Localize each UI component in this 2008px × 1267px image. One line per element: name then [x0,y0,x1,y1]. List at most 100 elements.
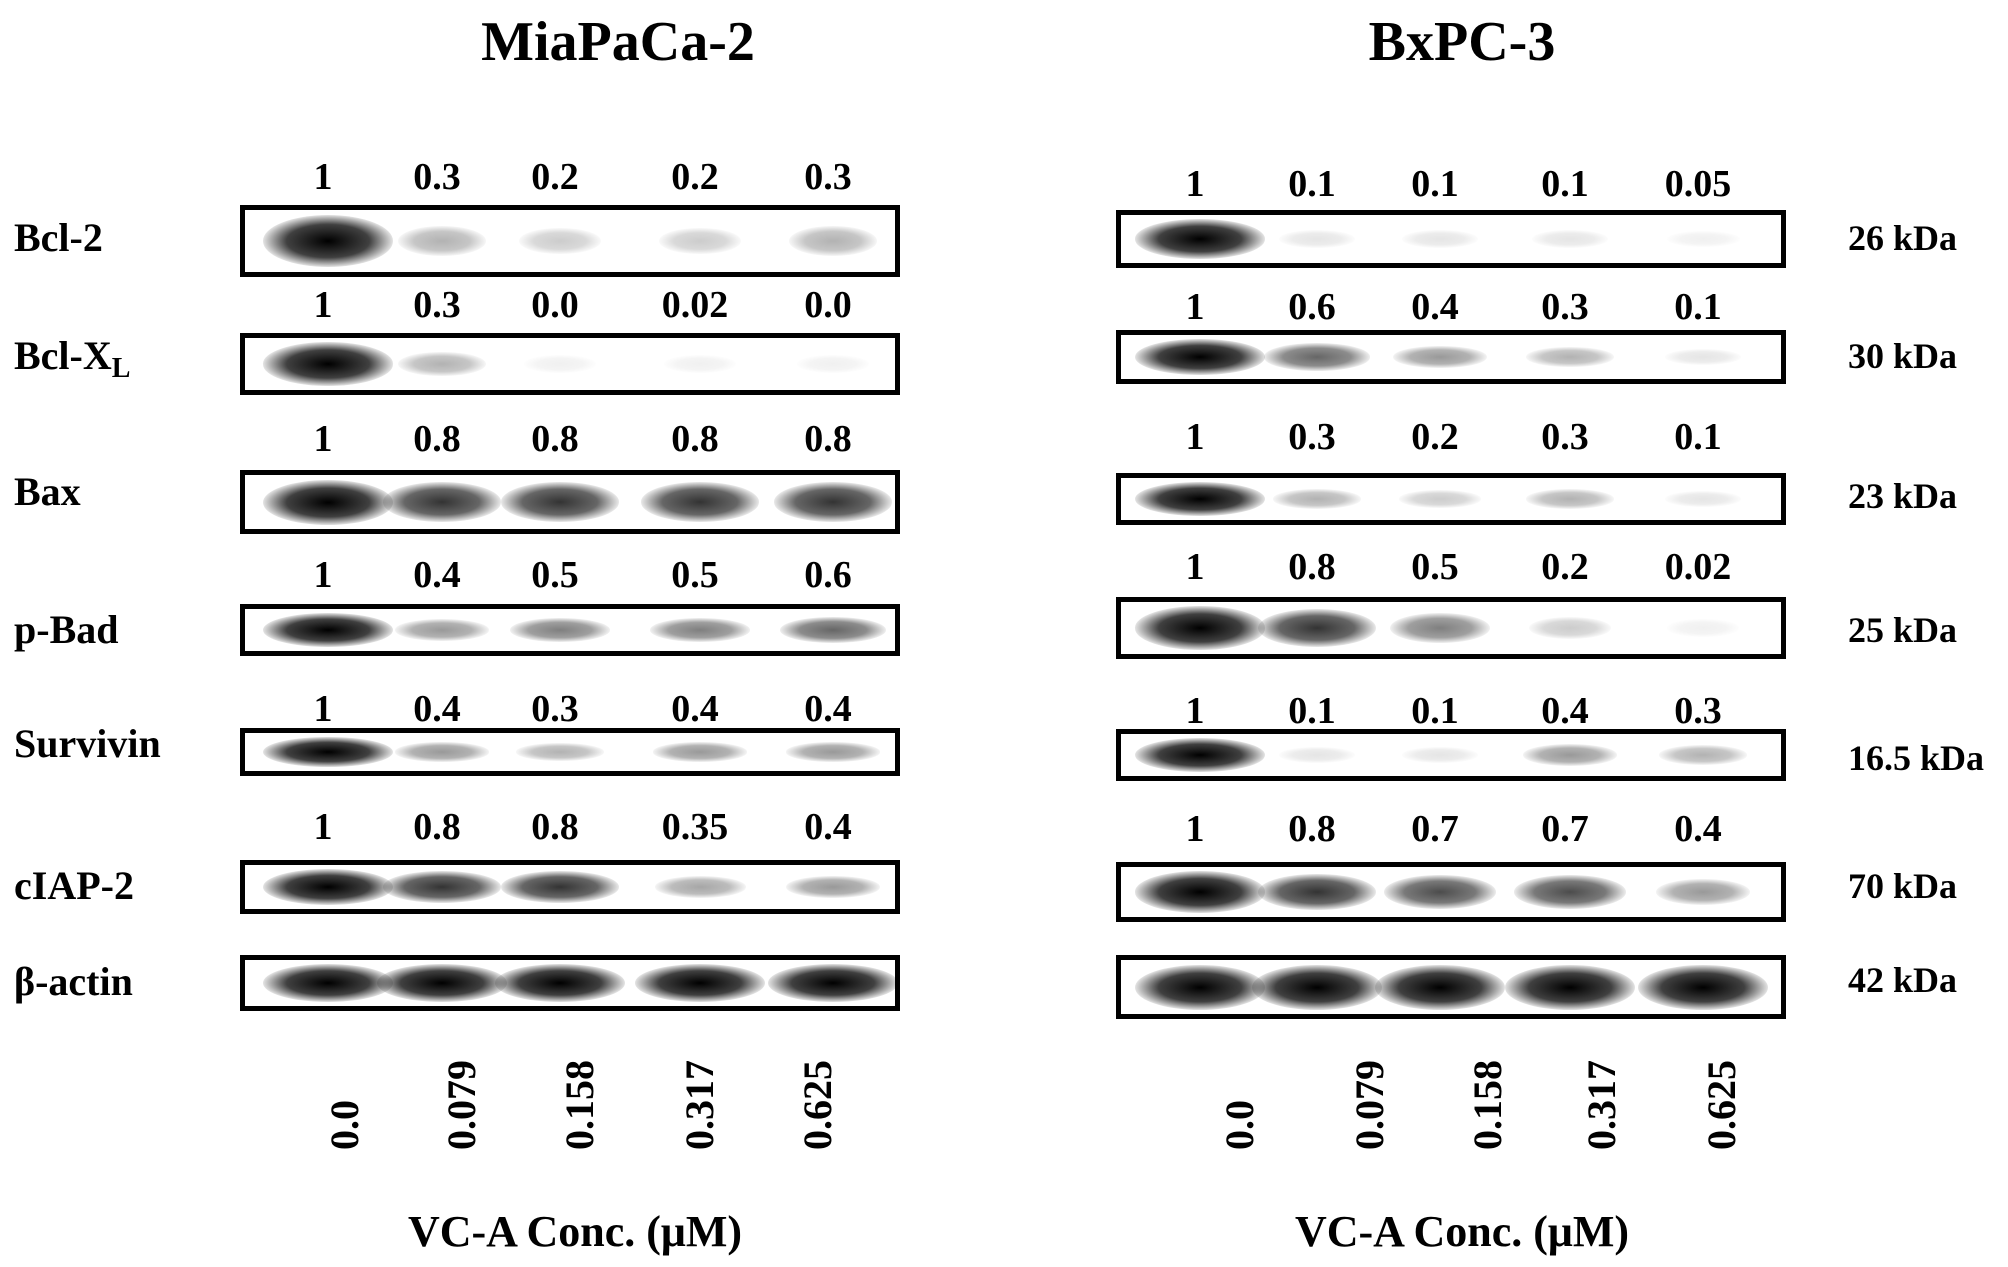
protein-band [1264,343,1370,371]
band-ratio: 0.4 [804,806,852,848]
band-ratio: 0.5 [531,554,579,596]
concentration-label: 0.0 [322,1100,367,1150]
protein-band [1375,964,1505,1010]
band-ratio: 0.3 [413,156,461,198]
band-ratio: 0.3 [531,688,579,730]
x-axis-label: VC-A Conc. (μM) [1294,1207,1630,1256]
protein-band [516,743,604,761]
molecular-weight-label: 26 kDa [1848,218,1958,258]
panel-title: MiaPaCa-2 [481,11,755,73]
band-ratio: 1 [313,156,333,198]
protein-label: β-actin [14,959,133,1004]
protein-label: Bax [14,469,81,514]
protein-band [786,875,880,899]
x-axis-label: VC-A Conc. (μM) [407,1207,743,1256]
band-ratio: 1 [1185,286,1205,328]
band-ratio: 0.3 [804,156,852,198]
band-ratio: 1 [313,554,333,596]
blot-strip [1116,955,1786,1019]
blot-strip [1116,729,1786,781]
concentration-label: 0.079 [1347,1060,1392,1150]
band-ratio: 0.2 [1541,546,1589,588]
band-ratio: 0.7 [1541,808,1589,850]
protein-band [1135,481,1265,517]
protein-band [524,355,596,373]
protein-band [263,612,393,648]
molecular-weight-label: 42 kDa [1848,960,1958,1000]
protein-band [501,871,619,903]
protein-band [797,355,869,373]
band-ratio: 1 [1185,808,1205,850]
band-ratio: 0.8 [1288,808,1336,850]
band-ratio: 0.6 [1288,286,1336,328]
protein-label: Survivin [14,721,161,766]
band-ratio: 0.4 [413,688,461,730]
protein-band [789,226,877,256]
molecular-weight-label: 16.5 kDa [1848,738,1985,778]
protein-band [383,871,501,903]
protein-band [1656,878,1750,906]
band-ratio: 0.1 [1411,690,1459,732]
band-ratio: 0.1 [1288,690,1336,732]
band-ratio: 0.8 [413,806,461,848]
blot-strip [240,205,900,277]
band-ratio: 0.3 [1674,690,1722,732]
protein-band [377,964,507,1002]
protein-band [1665,348,1741,366]
band-ratio: 0.8 [531,806,579,848]
protein-band [1532,230,1608,248]
protein-band [1279,747,1355,763]
protein-band [1526,346,1614,368]
protein-band [395,619,489,641]
blot-strip [1116,473,1786,525]
concentration-label: 0.158 [1465,1060,1510,1150]
protein-band [641,482,759,522]
protein-band [650,618,750,642]
molecular-weight-label: 23 kDa [1848,476,1958,516]
protein-band [1252,964,1382,1010]
band-ratio: 0.3 [1541,416,1589,458]
protein-label: Bcl-XL [14,333,131,384]
band-ratio: 0.5 [1411,546,1459,588]
protein-band [1526,489,1614,509]
protein-band [263,736,393,768]
protein-band [1399,490,1481,508]
band-ratio: 0.8 [531,418,579,460]
band-ratio: 0.2 [531,156,579,198]
protein-band [786,742,880,762]
protein-band [263,479,393,525]
molecular-weight-label: 25 kDa [1848,610,1958,650]
band-ratio: 0.7 [1411,808,1459,850]
protein-band [1514,875,1626,909]
protein-band [263,964,393,1002]
protein-band [1523,744,1617,766]
band-ratio: 0.0 [804,284,852,326]
protein-band [495,964,625,1002]
concentration-label: 0.317 [677,1060,722,1150]
band-ratio: 1 [313,284,333,326]
protein-band [1505,964,1635,1010]
band-ratio: 0.35 [661,806,729,848]
band-ratio: 0.4 [1541,690,1589,732]
band-ratio: 0.8 [1288,546,1336,588]
protein-band [635,964,765,1002]
molecular-weight-label: 70 kDa [1848,866,1958,906]
band-ratio: 0.1 [1674,416,1722,458]
protein-label: p-Bad [14,607,119,652]
protein-band [1402,747,1478,763]
protein-band [663,355,737,373]
protein-band [1390,613,1490,643]
protein-band [501,482,619,522]
protein-band [1135,964,1265,1010]
protein-band [659,227,741,255]
band-ratio: 0.4 [1411,286,1459,328]
band-ratio: 0.3 [1288,416,1336,458]
band-ratio: 0.0 [531,284,579,326]
protein-band [1258,609,1376,647]
band-ratio: 0.05 [1664,163,1732,205]
protein-band [774,482,892,522]
protein-band [1665,491,1741,507]
band-ratio: 0.5 [671,554,719,596]
band-ratio: 0.6 [804,554,852,596]
protein-band [1402,230,1478,248]
